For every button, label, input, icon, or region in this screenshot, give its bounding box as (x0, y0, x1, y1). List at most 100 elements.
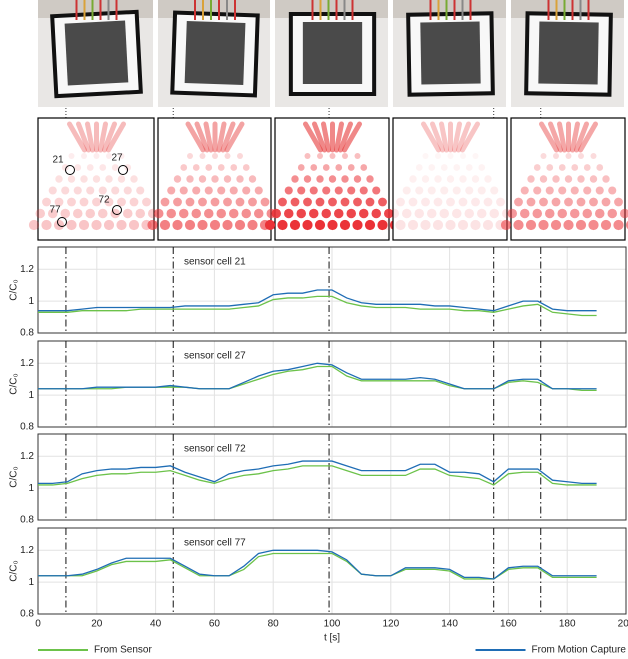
heatmap-cell (446, 198, 455, 207)
heatmap-cell (303, 198, 312, 207)
legend-label: From Sensor (94, 645, 152, 656)
heatmap-cell (576, 220, 586, 230)
heatmap-cell (564, 198, 573, 207)
heatmap-cell (478, 164, 485, 171)
heatmap-cell (501, 220, 511, 230)
heatmap-cell (440, 186, 448, 194)
heatmap-cell (566, 153, 572, 159)
heatmap-cell (304, 175, 311, 182)
legend-label: From Motion Capture (532, 645, 627, 656)
sensor-grid (185, 21, 246, 85)
y-tick-label: 1 (28, 390, 34, 401)
y-tick-label: 1 (28, 483, 34, 494)
heatmap-cell (390, 209, 400, 219)
line-chart: 0.811.2sensor cell 72C/C₀ (9, 434, 626, 526)
heatmap-cell (614, 198, 623, 207)
heatmap-cell (123, 209, 133, 219)
heatmap-cell (471, 198, 480, 207)
heatmap-cell (200, 153, 206, 159)
heatmap-cell (29, 220, 39, 230)
heatmap-cell (73, 209, 83, 219)
heatmap-cell (323, 164, 330, 171)
y-tick-label: 1 (28, 296, 34, 307)
heatmap-cell (553, 153, 559, 159)
y-axis-label: C/C₀ (9, 373, 20, 394)
y-tick-label: 1.2 (20, 545, 34, 556)
heatmap-cell (608, 209, 618, 219)
heatmap-cell (235, 220, 245, 230)
heatmap-cell (571, 186, 579, 194)
heatmap-cell (98, 209, 108, 219)
y-axis-label: C/C₀ (9, 560, 20, 581)
series-line (38, 553, 597, 578)
legend: From Sensor From Motion Capture (38, 645, 626, 656)
heatmap-cell (297, 186, 305, 194)
heatmap-cell (539, 198, 548, 207)
heatmap-cell (570, 209, 580, 219)
heatmap-cell (360, 164, 367, 171)
heatmap-cell (383, 220, 393, 230)
chart-subtitle: sensor cell 21 (184, 257, 246, 268)
heatmap-cell (179, 209, 189, 219)
heatmap-cell (223, 198, 232, 207)
heatmap-cell (291, 198, 300, 207)
heatmap-cell (186, 198, 195, 207)
heatmap-cell (490, 209, 500, 219)
heatmap-cell (265, 220, 275, 230)
heatmap-cell (533, 186, 541, 194)
y-tick-label: 1 (28, 577, 34, 588)
heatmap-cell (193, 164, 200, 171)
heatmap-cell (453, 186, 461, 194)
heatmap-cell (341, 198, 350, 207)
heatmap-cell (490, 186, 498, 194)
heatmap-cell (496, 198, 505, 207)
heatmap-cell (378, 198, 387, 207)
y-tick-label: 1.2 (20, 451, 34, 462)
heatmap-cell (99, 186, 107, 194)
heatmap-cell (538, 220, 548, 230)
heatmap-cell (254, 209, 264, 219)
series-line (38, 550, 597, 579)
heatmap-cell (434, 198, 443, 207)
heatmap-cell (247, 220, 257, 230)
heatmap-cell (229, 209, 239, 219)
heatmap-cell (237, 153, 243, 159)
heatmap-cell (236, 175, 243, 182)
heatmap-cell (173, 198, 182, 207)
heatmap-cell (242, 186, 250, 194)
heatmap-cell (608, 186, 616, 194)
heatmap-cell (595, 209, 605, 219)
y-tick-label: 0.8 (20, 422, 34, 433)
heatmap-cell (278, 198, 287, 207)
heatmap-cell (335, 164, 342, 171)
x-tick-label: 0 (35, 619, 41, 630)
heatmap-cell (546, 186, 554, 194)
heatmap-cell (601, 220, 611, 230)
x-tick-label: 20 (91, 619, 103, 630)
heatmap-cell (545, 209, 555, 219)
heatmap-cell (415, 186, 423, 194)
heatmap-cell (552, 198, 561, 207)
heatmap-cell (172, 220, 182, 230)
x-tick-label: 60 (209, 619, 221, 630)
heatmap-cell (67, 198, 76, 207)
sensor-grid (420, 21, 480, 84)
heatmap-cell (445, 220, 455, 230)
heatmap-cell (105, 175, 112, 182)
heatmap-cell (583, 209, 593, 219)
heatmap-cell (342, 153, 348, 159)
heatmap-cell (261, 198, 270, 207)
heatmap-cell (552, 175, 559, 182)
heatmap-cell (423, 153, 429, 159)
heatmap-cell (298, 164, 305, 171)
heatmap-cell (465, 186, 473, 194)
charts: 0.811.2sensor cell 21C/C₀0.811.2sensor c… (9, 247, 628, 644)
heatmap-cell (104, 220, 114, 230)
heatmap-cell (477, 209, 487, 219)
photo-strip (38, 0, 624, 118)
heatmap-cell (589, 198, 598, 207)
heatmap-cell (80, 198, 89, 207)
heatmap-cell (420, 220, 430, 230)
heatmap-cell (459, 198, 468, 207)
heatmap-cell (408, 220, 418, 230)
